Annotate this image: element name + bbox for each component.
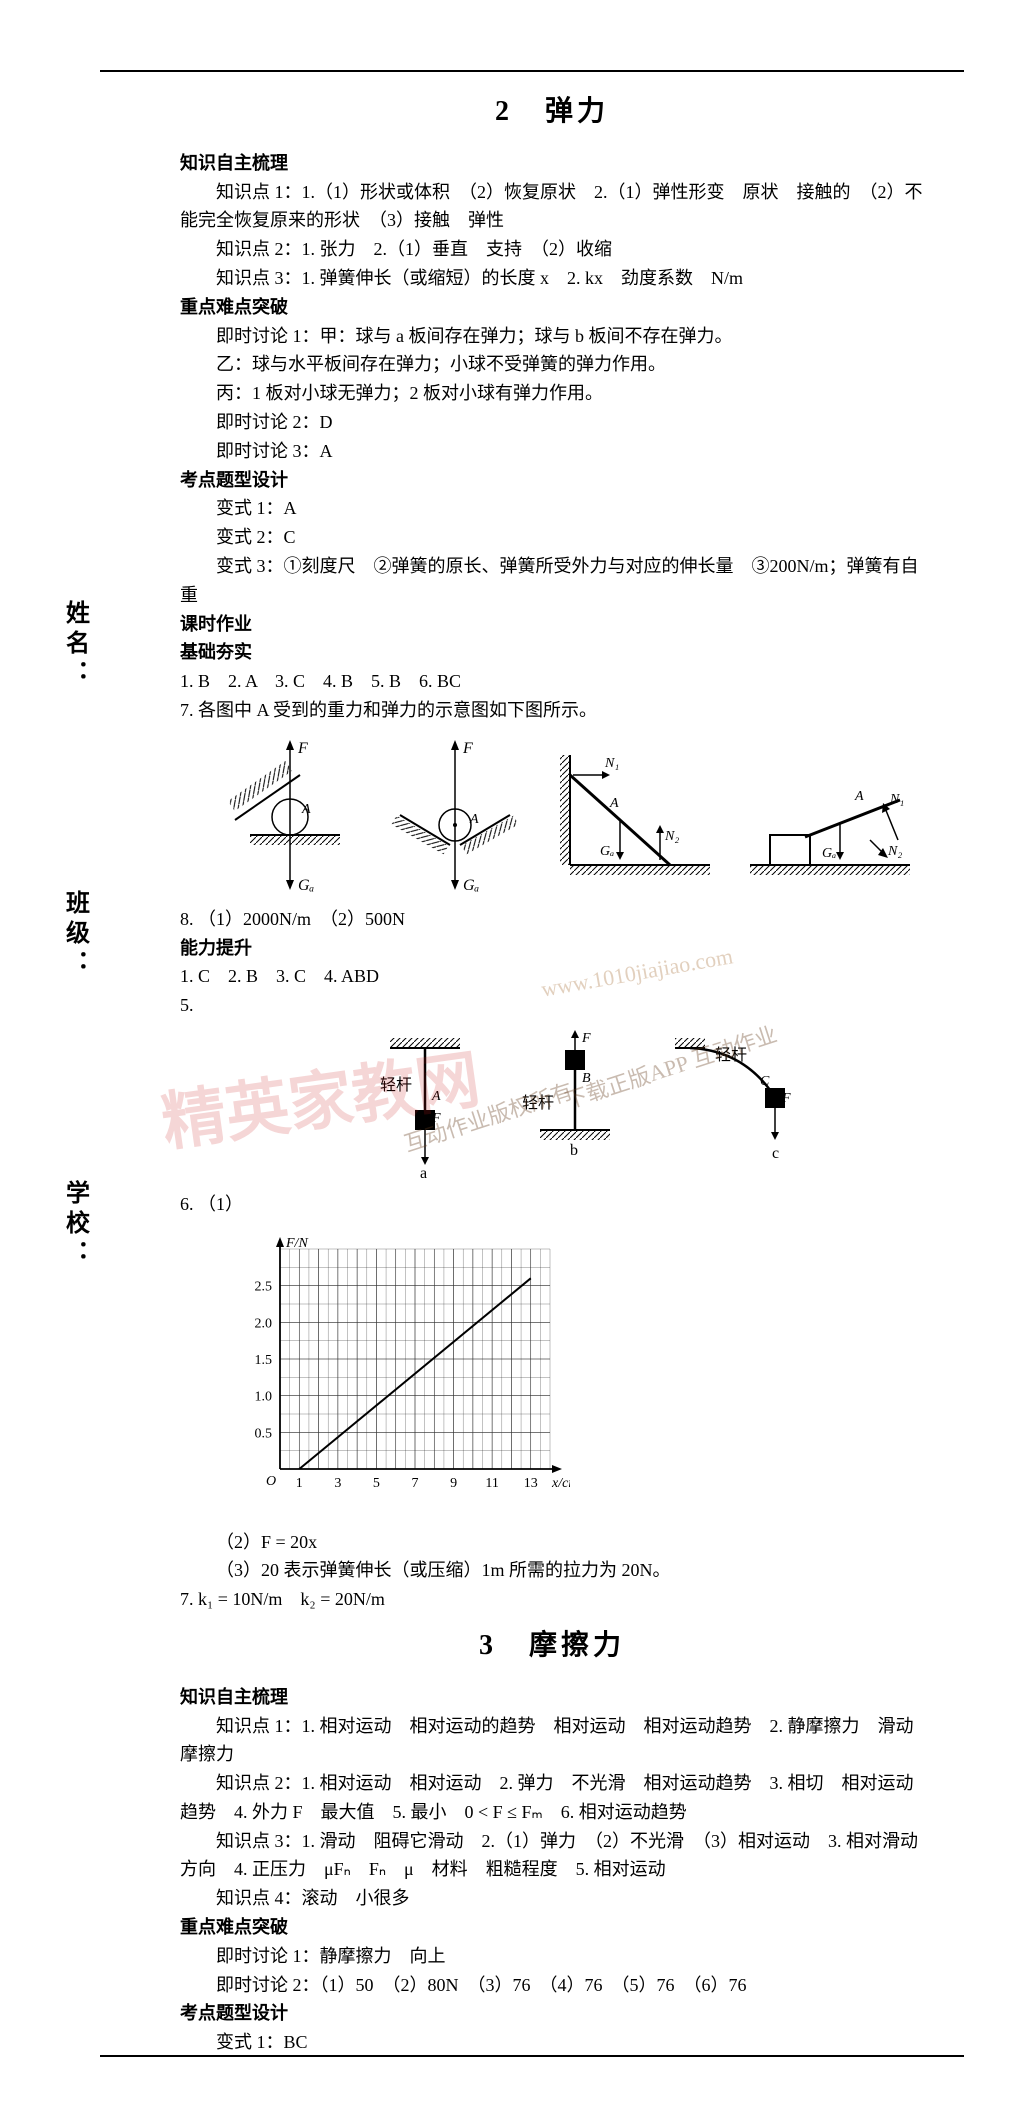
s2-jcks-heading: 基础夯实 <box>180 638 924 667</box>
side-labels: 姓名： 班级： 学校： <box>40 600 110 1270</box>
s2-q5: 5. <box>180 991 924 1020</box>
s2-zdnd-heading: 重点难点突破 <box>180 293 924 322</box>
diagram-3: A N₁ Gₐ N₂ <box>550 745 720 895</box>
side-label-name: 姓名： <box>58 600 93 690</box>
svg-text:11: 11 <box>485 1476 498 1491</box>
s3-zzzs-heading: 知识自主梳理 <box>180 1683 924 1712</box>
s3-zdnd-1: 即时讨论 1：静摩擦力 向上 <box>180 1942 924 1971</box>
s2-kdtx-3: 变式 3：①刻度尺 ②弹簧的原长、弹簧所受外力与对应的伸长量 ③200N/m；弹… <box>180 552 924 610</box>
s2-zzzs-2: 知识点 2：1. 张力 2.（1）垂直 支持 （2）收缩 <box>180 235 924 264</box>
s3-zzzs-1: 知识点 1：1. 相对运动 相对运动的趋势 相对运动 相对运动趋势 2. 静摩擦… <box>180 1712 924 1770</box>
rod-diagram-c: 轻杆 C F c <box>660 1030 820 1180</box>
svg-text:0.5: 0.5 <box>255 1426 273 1441</box>
svg-text:1.5: 1.5 <box>255 1353 273 1368</box>
s3-kdtx-1: 变式 1：BC <box>180 2028 924 2057</box>
diagram-4: A N₁ N₂ Gₐ <box>740 745 920 895</box>
force-diagrams-row: F Gₐ A F G <box>220 735 924 895</box>
s2-q7: 7. 各图中 A 受到的重力和弹力的示意图如下图所示。 <box>180 696 924 725</box>
section3-title: 3 摩擦力 <box>180 1624 924 1669</box>
svg-text:N₁: N₁ <box>889 792 904 807</box>
rod-diagrams-row: 轻杆 A F a 轻杆 B <box>360 1030 924 1180</box>
svg-text:c: c <box>772 1145 779 1162</box>
svg-text:1: 1 <box>296 1476 303 1491</box>
section2-title: 2 弹力 <box>180 90 924 135</box>
svg-text:A: A <box>609 796 619 811</box>
s2-zdnd-4: 即时讨论 2：D <box>180 408 924 437</box>
s2-jcks-answers: 1. B 2. A 3. C 4. B 5. B 6. BC <box>180 667 924 696</box>
s2-zzzs-3: 知识点 3：1. 弹簧伸长（或缩短）的长度 x 2. kx 劲度系数 N/m <box>180 264 924 293</box>
svg-text:F: F <box>781 1091 791 1106</box>
svg-text:2.5: 2.5 <box>255 1279 273 1294</box>
svg-text:1.0: 1.0 <box>255 1389 273 1404</box>
svg-text:N₂: N₂ <box>664 829 679 844</box>
svg-text:O: O <box>266 1474 276 1489</box>
s2-zdnd-3: 丙：1 板对小球无弹力；2 板对小球有弹力作用。 <box>180 379 924 408</box>
side-label-school: 学校： <box>58 1180 93 1270</box>
s2-q8: 8. （1）2000N/m （2）500N <box>180 905 924 934</box>
page: 姓名： 班级： 学校： 2 弹力 知识自主梳理 知识点 1：1.（1）形状或体积… <box>0 0 1024 2117</box>
fx-chart-svg: 1357911130.51.01.52.02.5Ox/cmF/N <box>230 1229 570 1509</box>
s3-kdtx-heading: 考点题型设计 <box>180 1999 924 2028</box>
svg-text:A: A <box>854 789 864 804</box>
diagram-2: F Gₐ A <box>380 735 530 895</box>
fx-chart: 1357911130.51.01.52.02.5Ox/cmF/N <box>230 1229 924 1518</box>
svg-text:5: 5 <box>373 1476 380 1491</box>
svg-text:轻杆: 轻杆 <box>522 1094 554 1112</box>
svg-text:A: A <box>301 802 311 817</box>
s2-q6-3: （3）20 表示弹簧伸长（或压缩）1m 所需的拉力为 20N。 <box>180 1556 924 1585</box>
s2-zzzs-heading: 知识自主梳理 <box>180 149 924 178</box>
svg-text:A: A <box>431 1089 441 1104</box>
s2-nlts-answers: 1. C 2. B 3. C 4. ABD <box>180 962 924 991</box>
svg-text:a: a <box>420 1165 427 1180</box>
s2-q7b: 7. k₁ = 10N/m k₂ = 20N/m <box>180 1585 924 1614</box>
svg-text:F/N: F/N <box>285 1236 308 1251</box>
s2-zdnd-5: 即时讨论 3：A <box>180 437 924 466</box>
svg-text:N₂: N₂ <box>887 844 902 859</box>
s3-zdnd-heading: 重点难点突破 <box>180 1913 924 1942</box>
svg-text:C: C <box>760 1074 770 1089</box>
svg-text:13: 13 <box>524 1476 538 1491</box>
s3-zzzs-3: 知识点 3：1. 滑动 阻碍它滑动 2.（1）弹力 （2）不光滑 （3）相对运动… <box>180 1827 924 1885</box>
svg-text:2.0: 2.0 <box>255 1316 273 1331</box>
s2-kdtx-1: 变式 1：A <box>180 494 924 523</box>
content: 2 弹力 知识自主梳理 知识点 1：1.（1）形状或体积 （2）恢复原状 2.（… <box>180 90 924 2057</box>
svg-text:Gₐ: Gₐ <box>463 877 480 894</box>
diagram-1: F Gₐ A <box>220 735 360 895</box>
rod-diagram-b: 轻杆 B F b <box>510 1030 640 1180</box>
svg-text:B: B <box>582 1071 591 1086</box>
svg-text:F: F <box>581 1031 591 1046</box>
s2-q6-2: （2）F = 20x <box>180 1528 924 1557</box>
s3-zdnd-2: 即时讨论 2：（1）50 （2）80N （3）76 （4）76 （5）76 （6… <box>180 1971 924 2000</box>
svg-text:9: 9 <box>450 1476 457 1491</box>
svg-text:7: 7 <box>412 1476 419 1491</box>
s2-nlts-heading: 能力提升 <box>180 934 924 963</box>
svg-text:F: F <box>297 740 308 757</box>
top-rule <box>100 70 964 72</box>
bottom-rule <box>100 2055 964 2057</box>
svg-text:Gₐ: Gₐ <box>298 877 315 894</box>
svg-text:轻杆: 轻杆 <box>715 1046 747 1064</box>
s2-zzzs-1: 知识点 1：1.（1）形状或体积 （2）恢复原状 2.（1）弹性形变 原状 接触… <box>180 178 924 236</box>
svg-text:轻杆: 轻杆 <box>380 1076 412 1094</box>
svg-text:3: 3 <box>334 1476 341 1491</box>
svg-text:Gₐ: Gₐ <box>600 844 614 859</box>
s2-kdtx-heading: 考点题型设计 <box>180 466 924 495</box>
svg-text:N₁: N₁ <box>604 756 619 771</box>
s2-zdnd-2: 乙：球与水平板间存在弹力；小球不受弹簧的弹力作用。 <box>180 350 924 379</box>
svg-text:Gₐ: Gₐ <box>822 846 836 861</box>
s2-zdnd-1: 即时讨论 1：甲：球与 a 板间存在弹力；球与 b 板间不存在弹力。 <box>180 322 924 351</box>
s2-kszy-heading: 课时作业 <box>180 610 924 639</box>
svg-text:F: F <box>462 740 473 757</box>
s3-zzzs-2: 知识点 2：1. 相对运动 相对运动 2. 弹力 不光滑 相对运动趋势 3. 相… <box>180 1769 924 1827</box>
svg-text:F: F <box>431 1111 441 1126</box>
rod-diagram-a: 轻杆 A F a <box>360 1030 490 1180</box>
s2-q6-1: 6. （1） <box>180 1190 924 1219</box>
side-label-class: 班级： <box>58 890 93 980</box>
svg-text:b: b <box>570 1142 578 1159</box>
svg-text:x/cm: x/cm <box>551 1476 570 1491</box>
s3-zzzs-4: 知识点 4：滚动 小很多 <box>180 1884 924 1913</box>
svg-text:A: A <box>469 812 479 827</box>
s2-kdtx-2: 变式 2：C <box>180 523 924 552</box>
